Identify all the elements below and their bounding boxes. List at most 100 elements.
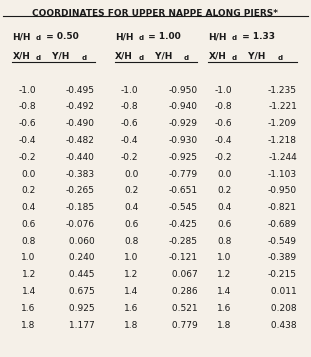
Text: 1.2: 1.2 — [217, 270, 232, 279]
Text: -0.492: -0.492 — [66, 102, 95, 111]
Text: COORDINATES FOR UPPER NAPPE ALONG PIERS*: COORDINATES FOR UPPER NAPPE ALONG PIERS* — [33, 9, 278, 18]
Text: -0.940: -0.940 — [169, 102, 197, 111]
Text: -0.549: -0.549 — [268, 237, 297, 246]
Text: -1.0: -1.0 — [121, 86, 138, 95]
Text: 1.4: 1.4 — [124, 287, 138, 296]
Text: 1.4: 1.4 — [21, 287, 36, 296]
Text: -0.440: -0.440 — [66, 153, 95, 162]
Text: Y/H: Y/H — [245, 52, 266, 61]
Text: -1.0: -1.0 — [214, 86, 232, 95]
Text: -0.2: -0.2 — [214, 153, 232, 162]
Text: -0.4: -0.4 — [18, 136, 36, 145]
Text: -0.2: -0.2 — [18, 153, 36, 162]
Text: -0.545: -0.545 — [169, 203, 197, 212]
Text: d: d — [232, 35, 237, 41]
Text: -0.930: -0.930 — [168, 136, 197, 145]
Text: 0.4: 0.4 — [217, 203, 232, 212]
Text: 0.6: 0.6 — [217, 220, 232, 229]
Text: 1.2: 1.2 — [124, 270, 138, 279]
Text: 1.8: 1.8 — [217, 321, 232, 330]
Text: d: d — [277, 55, 282, 61]
Text: -0.8: -0.8 — [214, 102, 232, 111]
Text: = 1.33: = 1.33 — [239, 32, 275, 41]
Text: -0.6: -0.6 — [214, 119, 232, 128]
Text: -1.235: -1.235 — [268, 86, 297, 95]
Text: -0.076: -0.076 — [66, 220, 95, 229]
Text: 1.0: 1.0 — [21, 253, 36, 262]
Text: -0.425: -0.425 — [169, 220, 197, 229]
Text: 0.8: 0.8 — [217, 237, 232, 246]
Text: -0.689: -0.689 — [268, 220, 297, 229]
Text: X/H: X/H — [208, 52, 226, 61]
Text: 1.4: 1.4 — [217, 287, 232, 296]
Text: 0.060: 0.060 — [66, 237, 95, 246]
Text: -1.209: -1.209 — [268, 119, 297, 128]
Text: d: d — [36, 55, 41, 61]
Text: -0.651: -0.651 — [168, 186, 197, 195]
Text: -0.950: -0.950 — [168, 86, 197, 95]
Text: -0.495: -0.495 — [66, 86, 95, 95]
Text: -0.779: -0.779 — [168, 170, 197, 178]
Text: 0.067: 0.067 — [169, 270, 197, 279]
Text: d: d — [139, 35, 144, 41]
Text: -0.821: -0.821 — [268, 203, 297, 212]
Text: -1.218: -1.218 — [268, 136, 297, 145]
Text: 0.925: 0.925 — [66, 304, 95, 313]
Text: H/H: H/H — [12, 32, 31, 41]
Text: 0.208: 0.208 — [268, 304, 297, 313]
Text: 1.8: 1.8 — [21, 321, 36, 330]
Text: 1.0: 1.0 — [217, 253, 232, 262]
Text: 0.4: 0.4 — [124, 203, 138, 212]
Text: -0.8: -0.8 — [18, 102, 36, 111]
Text: 0.240: 0.240 — [66, 253, 95, 262]
Text: 0.6: 0.6 — [124, 220, 138, 229]
Text: 0.2: 0.2 — [217, 186, 232, 195]
Text: -0.929: -0.929 — [169, 119, 197, 128]
Text: -0.6: -0.6 — [18, 119, 36, 128]
Text: 0.0: 0.0 — [124, 170, 138, 178]
Text: 1.6: 1.6 — [124, 304, 138, 313]
Text: Y/H: Y/H — [49, 52, 70, 61]
Text: -0.383: -0.383 — [66, 170, 95, 178]
Text: -1.0: -1.0 — [18, 86, 36, 95]
Text: -0.389: -0.389 — [268, 253, 297, 262]
Text: H/H: H/H — [115, 32, 133, 41]
Text: -0.215: -0.215 — [268, 270, 297, 279]
Text: -0.185: -0.185 — [66, 203, 95, 212]
Text: -0.285: -0.285 — [169, 237, 197, 246]
Text: 0.779: 0.779 — [169, 321, 197, 330]
Text: 0.438: 0.438 — [268, 321, 297, 330]
Text: 0.8: 0.8 — [124, 237, 138, 246]
Text: d: d — [81, 55, 86, 61]
Text: -0.265: -0.265 — [66, 186, 95, 195]
Text: -0.8: -0.8 — [121, 102, 138, 111]
Text: 0.4: 0.4 — [21, 203, 36, 212]
Text: -1.221: -1.221 — [268, 102, 297, 111]
Text: X/H: X/H — [115, 52, 133, 61]
Text: 0.286: 0.286 — [169, 287, 197, 296]
Text: -1.103: -1.103 — [268, 170, 297, 178]
Text: -0.950: -0.950 — [268, 186, 297, 195]
Text: 0.521: 0.521 — [169, 304, 197, 313]
Text: 0.8: 0.8 — [21, 237, 36, 246]
Text: -1.244: -1.244 — [268, 153, 297, 162]
Text: = 0.50: = 0.50 — [43, 32, 78, 41]
Text: = 1.00: = 1.00 — [145, 32, 181, 41]
Text: d: d — [184, 55, 189, 61]
Text: 1.0: 1.0 — [124, 253, 138, 262]
Text: 0.011: 0.011 — [268, 287, 297, 296]
Text: 0.2: 0.2 — [124, 186, 138, 195]
Text: -0.121: -0.121 — [169, 253, 197, 262]
Text: 0.0: 0.0 — [217, 170, 232, 178]
Text: 1.6: 1.6 — [217, 304, 232, 313]
Text: 1.6: 1.6 — [21, 304, 36, 313]
Text: d: d — [232, 55, 237, 61]
Text: 0.0: 0.0 — [21, 170, 36, 178]
Text: H/H: H/H — [208, 32, 227, 41]
Text: -0.6: -0.6 — [121, 119, 138, 128]
Text: 1.8: 1.8 — [124, 321, 138, 330]
Text: 0.445: 0.445 — [66, 270, 95, 279]
Text: 1.2: 1.2 — [21, 270, 36, 279]
Text: -0.925: -0.925 — [169, 153, 197, 162]
Text: d: d — [36, 35, 41, 41]
